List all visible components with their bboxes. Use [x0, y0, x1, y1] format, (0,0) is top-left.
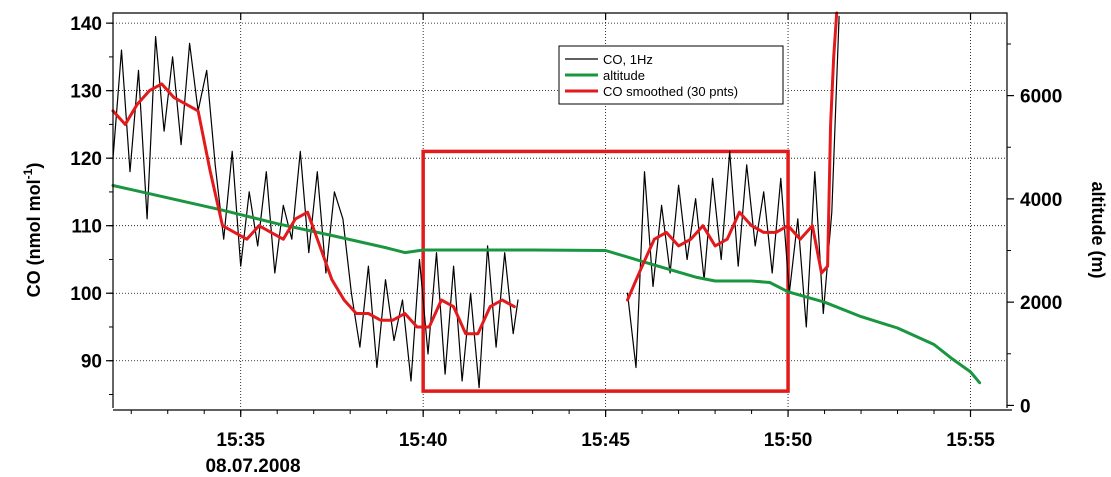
- y-left-axis-title-main: CO (nmol mol: [24, 179, 44, 297]
- series-line-co-smoothed-1: [111, 82, 516, 336]
- series-line-altitude-1: [111, 184, 982, 385]
- y-left-tick-label: 110: [71, 217, 102, 238]
- x-tick-label: 15:35: [216, 430, 265, 451]
- y-left-axis-title-suffix: ): [24, 163, 44, 169]
- y-right-tick-label: 0: [1020, 396, 1031, 417]
- y-left-tick-label: 100: [70, 284, 102, 305]
- y-right-axis-title: altitude (m): [1088, 182, 1108, 279]
- x-date-label: 08.07.2008: [205, 456, 300, 477]
- grid-layer: [113, 13, 1007, 408]
- x-tick-label: 15:55: [946, 430, 995, 451]
- tick-layer: 15:35 15:40 15:45 15:50 15:55 90 100 110 120 130 1…: [70, 13, 1062, 451]
- y-left-tick-label: 140: [70, 14, 102, 35]
- x-tick-label: 15:50: [764, 430, 813, 451]
- legend-label-co-1hz: CO, 1Hz: [603, 52, 653, 67]
- series-layer: [111, 11, 982, 389]
- legend-label-altitude: altitude: [603, 68, 645, 83]
- plot-frame: [112, 12, 1008, 408]
- x-tick-label: 15:40: [399, 430, 448, 451]
- series-line-co-1hz-1: [112, 35, 519, 389]
- y-left-tick-label: 130: [70, 82, 102, 103]
- y-right-tick-label: 6000: [1020, 87, 1062, 108]
- series-line-co-smoothed-2: [626, 11, 839, 302]
- y-left-tick-label: 90: [81, 352, 102, 373]
- x-tick-label: 15:45: [581, 430, 630, 451]
- series-line-co-1hz-2: [626, 15, 840, 369]
- frame-layer: [112, 12, 1012, 411]
- legend: CO, 1Hz altitude CO smoothed (30 pnts): [558, 45, 784, 105]
- legend-label-co-smoothed: CO smoothed (30 pnts): [603, 84, 738, 99]
- y-left-axis-title-superscript: -1: [21, 168, 35, 179]
- y-left-tick-label: 120: [70, 149, 102, 170]
- y-left-axis-title: CO (nmol mol-1): [21, 163, 44, 298]
- y-right-tick-label: 4000: [1020, 190, 1062, 211]
- y-right-tick-label: 2000: [1020, 293, 1062, 314]
